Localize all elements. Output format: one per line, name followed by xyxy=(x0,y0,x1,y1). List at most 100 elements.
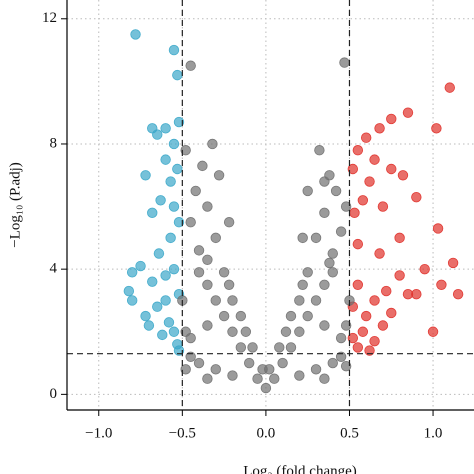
point xyxy=(327,267,338,278)
point xyxy=(327,357,338,369)
point xyxy=(207,138,218,150)
point xyxy=(264,364,275,375)
point xyxy=(357,326,369,337)
point xyxy=(193,267,205,278)
point xyxy=(335,332,347,344)
point xyxy=(185,217,196,228)
point xyxy=(431,123,442,134)
point xyxy=(452,288,464,300)
point xyxy=(210,364,221,375)
point xyxy=(339,57,350,68)
point xyxy=(223,217,235,228)
point xyxy=(364,176,375,187)
points xyxy=(123,29,464,394)
point xyxy=(340,360,352,372)
point xyxy=(168,326,180,337)
point xyxy=(411,288,422,300)
point xyxy=(314,145,325,156)
point xyxy=(155,195,166,206)
y-tick-label: 0 xyxy=(50,386,58,402)
point xyxy=(411,191,422,203)
point xyxy=(352,145,364,156)
point xyxy=(319,207,330,219)
point xyxy=(130,29,141,40)
point xyxy=(374,123,385,134)
point xyxy=(135,260,146,272)
point xyxy=(302,267,313,278)
point xyxy=(168,138,180,150)
point xyxy=(180,326,191,337)
point xyxy=(147,123,158,134)
point xyxy=(274,342,285,353)
point xyxy=(147,276,158,287)
point xyxy=(360,132,372,143)
point xyxy=(294,370,305,381)
point xyxy=(185,60,196,71)
point xyxy=(319,176,330,187)
point xyxy=(377,320,389,331)
point xyxy=(180,364,191,375)
point xyxy=(357,195,369,206)
point xyxy=(402,107,414,118)
point xyxy=(369,295,380,306)
point xyxy=(140,170,151,181)
point xyxy=(240,326,252,337)
point xyxy=(160,154,171,165)
point xyxy=(210,295,221,306)
point xyxy=(327,248,338,259)
point xyxy=(335,226,347,237)
point xyxy=(352,279,364,291)
y-tick-label: 4 xyxy=(50,261,58,277)
point xyxy=(340,201,352,212)
point xyxy=(210,232,221,244)
point xyxy=(369,154,380,165)
point xyxy=(352,238,364,250)
point xyxy=(168,263,180,275)
point xyxy=(302,185,313,197)
point xyxy=(123,285,135,297)
point xyxy=(172,69,183,81)
y-tick-label: 12 xyxy=(42,10,57,26)
point xyxy=(381,285,392,297)
point xyxy=(223,279,235,291)
point xyxy=(447,257,459,269)
point xyxy=(444,82,455,93)
point xyxy=(157,329,168,341)
point xyxy=(126,267,138,278)
point xyxy=(180,145,191,156)
y-axis-label: −Log₁₀ (P.adj) xyxy=(7,162,23,248)
point xyxy=(202,320,213,331)
point xyxy=(260,382,272,394)
point xyxy=(218,267,230,278)
point xyxy=(185,351,196,362)
point xyxy=(197,160,208,172)
point xyxy=(160,295,171,306)
point xyxy=(202,279,213,291)
point xyxy=(235,310,247,322)
point xyxy=(202,201,213,212)
point xyxy=(310,232,322,244)
point xyxy=(143,320,155,331)
point xyxy=(285,310,297,322)
point xyxy=(269,373,280,384)
point xyxy=(432,223,444,234)
point xyxy=(172,163,183,175)
point xyxy=(252,373,263,384)
point xyxy=(364,345,375,356)
point xyxy=(294,295,305,306)
x-tick-label: −1.0 xyxy=(85,425,112,441)
point xyxy=(153,248,165,259)
point xyxy=(297,232,308,244)
point xyxy=(335,351,347,362)
point xyxy=(202,254,213,265)
point xyxy=(165,232,176,244)
x-axis-label: Log₂ (fold change) xyxy=(243,463,357,474)
x-tick-label: 0.0 xyxy=(257,425,276,441)
point xyxy=(227,326,238,337)
point xyxy=(386,113,397,125)
point xyxy=(163,317,175,328)
point xyxy=(193,245,205,256)
point xyxy=(173,345,185,356)
point xyxy=(247,342,258,353)
point xyxy=(302,310,313,322)
